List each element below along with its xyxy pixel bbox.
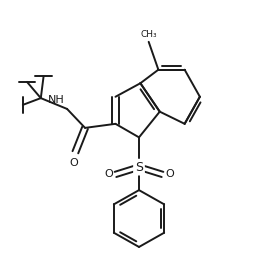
Text: O: O (165, 169, 174, 179)
Text: NH: NH (48, 95, 64, 105)
Text: S: S (135, 161, 143, 174)
Text: O: O (70, 158, 78, 168)
Text: CH₃: CH₃ (140, 30, 157, 39)
Text: O: O (104, 169, 113, 179)
